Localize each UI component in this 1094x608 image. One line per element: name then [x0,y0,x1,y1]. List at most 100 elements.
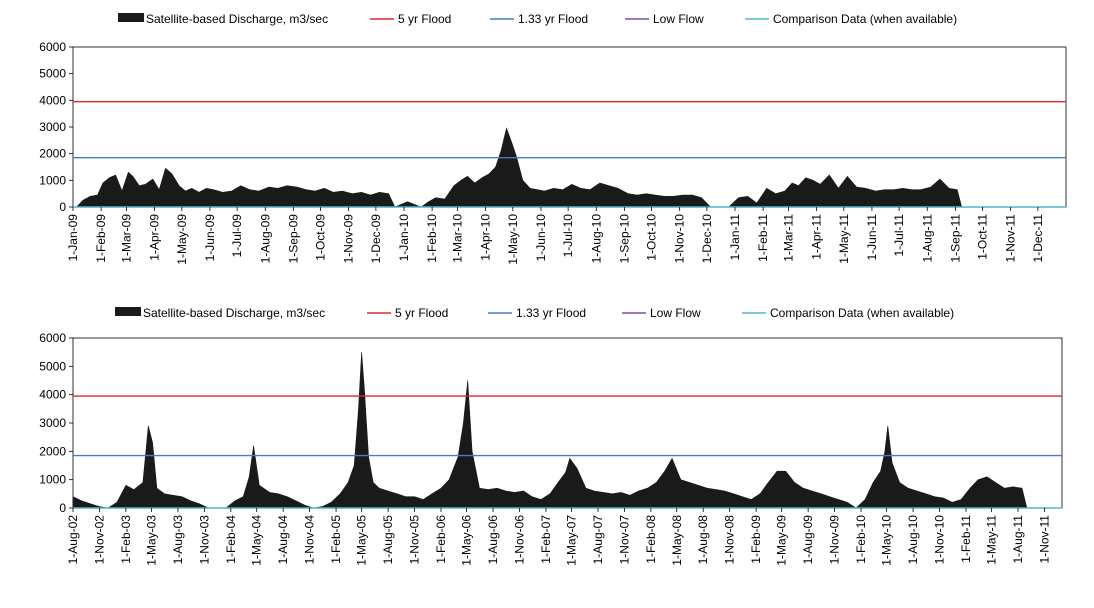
x-tick-label: 1-Feb-11 [756,214,770,262]
x-tick-label: 1-May-10 [880,515,894,566]
x-tick-label: 1-Aug-02 [66,515,80,565]
y-tick-label: 4000 [39,93,66,107]
x-tick-label: 1-Aug-06 [486,515,500,565]
x-tick-label: 1-Jan-09 [66,214,80,262]
x-tick-label: 1-Feb-09 [749,515,763,564]
y-tick-label: 3000 [39,416,66,430]
x-tick-label: 1-Nov-06 [512,515,526,565]
x-tick-label: 1-Aug-09 [801,515,815,565]
x-tick-label: 1-May-08 [670,515,684,566]
x-tick-label: 1-Dec-09 [369,214,383,264]
legend-label: Comparison Data (when available) [773,12,957,26]
legend-item-4: Low Flow [622,306,701,320]
x-tick-label: 1-Nov-11 [1037,515,1051,564]
x-tick-label: 1-Sep-11 [948,214,962,263]
x-tick-label: 1-Aug-03 [171,515,185,565]
x-tick-label: 1-Feb-11 [959,515,973,563]
x-tick-label: 1-Nov-08 [723,515,737,565]
x-tick-label: 1-Dec-11 [1031,214,1045,263]
x-tick-label: 1-Nov-07 [617,515,631,565]
legend-swatch-area [118,13,144,22]
legend-label: 1.33 yr Flood [518,12,588,26]
x-tick-label: 1-Feb-06 [434,515,448,564]
x-tick-label: 1-Nov-10 [673,214,687,264]
y-tick-label: 5000 [39,67,66,81]
x-tick-label: 1-Aug-08 [696,515,710,565]
x-tick-label: 1-Mar-09 [120,214,134,263]
x-tick-label: 1-Sep-10 [617,214,631,264]
x-tick-label: 1-Jun-10 [534,214,548,262]
x-tick-label: 1-Nov-09 [342,214,356,264]
x-tick-label: 1-Aug-11 [920,214,934,263]
legend-item-5: Comparison Data (when available) [745,12,957,26]
legend-label: Satellite-based Discharge, m3/sec [146,12,328,26]
x-tick-label: 1-Nov-09 [828,515,842,565]
x-tick-label: 1-Aug-07 [591,515,605,565]
legend-label: Low Flow [650,306,701,320]
x-tick-label: 1-Feb-08 [644,515,658,564]
x-tick-label: 1-Aug-10 [589,214,603,264]
x-tick-label: 1-Aug-10 [906,515,920,565]
x-tick-label: 1-Oct-09 [314,214,328,261]
x-tick-label: 1-Jul-11 [892,214,906,257]
x-tick-label: 1-May-11 [985,515,999,565]
x-tick-label: 1-May-04 [250,515,264,566]
y-tick-label: 2000 [39,147,66,161]
y-tick-label: 2000 [39,444,66,458]
x-tick-label: 1-May-09 [175,214,189,265]
x-tick-label: 1-Feb-10 [854,515,868,564]
y-tick-label: 3000 [39,120,66,134]
legend-label: Comparison Data (when available) [770,306,954,320]
x-tick-label: 1-Sep-09 [286,214,300,264]
x-tick-label: 1-Nov-02 [92,515,106,565]
x-tick-label: 1-Nov-04 [303,515,317,565]
legend-item-3: 1.33 yr Flood [488,306,586,320]
y-tick-label: 6000 [39,331,66,345]
x-tick-label: 1-Jul-09 [230,214,244,258]
legend-item-4: Low Flow [625,12,704,26]
x-tick-label: 1-May-06 [460,515,474,566]
x-tick-label: 1-Aug-09 [258,214,272,264]
legend-label: Satellite-based Discharge, m3/sec [143,306,325,320]
x-tick-label: 1-May-11 [837,214,851,264]
plot-frame [72,46,1067,208]
x-tick-label: 1-Jan-10 [397,214,411,262]
x-tick-label: 1-Oct-10 [645,214,659,261]
x-tick-label: 1-Feb-09 [94,214,108,263]
y-tick-label: 0 [59,200,66,214]
legend-label: Low Flow [653,12,704,26]
x-tick-label: 1-Nov-05 [408,515,422,565]
x-tick-label: 1-May-10 [506,214,520,265]
x-tick-label: 1-Feb-03 [119,515,133,564]
x-tick-label: 1-Aug-05 [381,515,395,565]
legend-item-3: 1.33 yr Flood [490,12,588,26]
y-tick-label: 4000 [39,388,66,402]
x-tick-label: 1-Feb-10 [425,214,439,263]
legend-label: 5 yr Flood [395,306,448,320]
x-tick-label: 1-May-05 [355,515,369,566]
legend-item-1: Satellite-based Discharge, m3/sec [115,306,325,320]
y-tick-label: 1000 [39,173,66,187]
x-tick-label: 1-Nov-11 [1004,214,1018,263]
x-tick-label: 1-Nov-03 [197,515,211,565]
x-tick-label: 1-Apr-09 [148,214,162,261]
legend-item-5: Comparison Data (when available) [742,306,954,320]
x-tick-label: 1-Feb-07 [539,515,553,564]
x-tick-label: 1-Jan-11 [728,214,742,261]
x-tick-label: 1-Jun-09 [203,214,217,262]
x-tick-label: 1-Mar-10 [451,214,465,263]
x-tick-label: 1-Feb-05 [329,515,343,564]
legend-item-2: 5 yr Flood [370,12,451,26]
legend-label: 1.33 yr Flood [516,306,586,320]
discharge-area-series [75,127,963,208]
x-tick-label: 1-Aug-04 [276,515,290,565]
x-tick-label: 1-Oct-11 [976,214,990,260]
y-tick-label: 6000 [39,40,66,54]
x-tick-label: 1-Apr-10 [479,214,493,261]
x-tick-label: 1-May-09 [775,515,789,566]
x-tick-label: 1-Jun-11 [865,214,879,261]
x-tick-label: 1-Nov-10 [933,515,947,565]
x-tick-label: 1-Jul-10 [561,214,575,258]
legend-item-2: 5 yr Flood [367,306,448,320]
